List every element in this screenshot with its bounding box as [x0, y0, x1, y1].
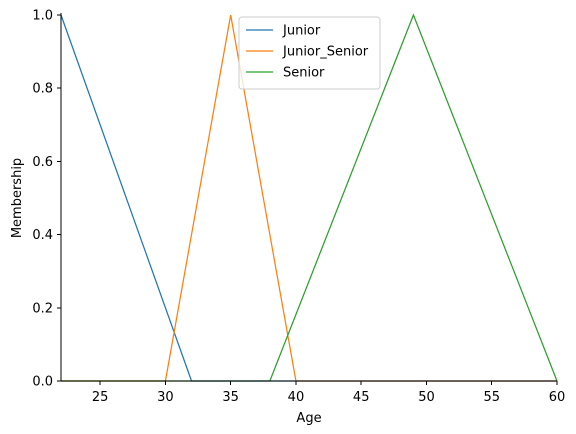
y-tick-label: 0.0	[32, 375, 53, 390]
x-tick-label: 50	[418, 390, 435, 405]
x-tick-label: 30	[157, 390, 174, 405]
y-tick-label: 0.2	[32, 301, 53, 316]
x-tick-label: 35	[222, 390, 239, 405]
x-tick-label: 25	[92, 390, 109, 405]
y-tick-label: 1.0	[32, 9, 53, 24]
x-tick-label: 40	[288, 390, 305, 405]
y-axis-title: Membership	[10, 158, 25, 238]
y-tick-label: 0.6	[32, 155, 53, 170]
legend-label-junior-senior: Junior_Senior	[282, 45, 369, 60]
x-tick-label: 45	[353, 390, 370, 405]
legend-label-junior: Junior	[282, 24, 321, 39]
legend-label-senior: Senior	[283, 66, 325, 81]
x-tick-label: 55	[483, 390, 500, 405]
y-tick-label: 0.8	[32, 82, 53, 97]
legend: Junior Junior_Senior Senior	[239, 17, 380, 89]
y-tick-label: 0.4	[32, 228, 53, 243]
x-axis-title: Age	[296, 411, 321, 426]
x-tick-label: 60	[549, 390, 566, 405]
